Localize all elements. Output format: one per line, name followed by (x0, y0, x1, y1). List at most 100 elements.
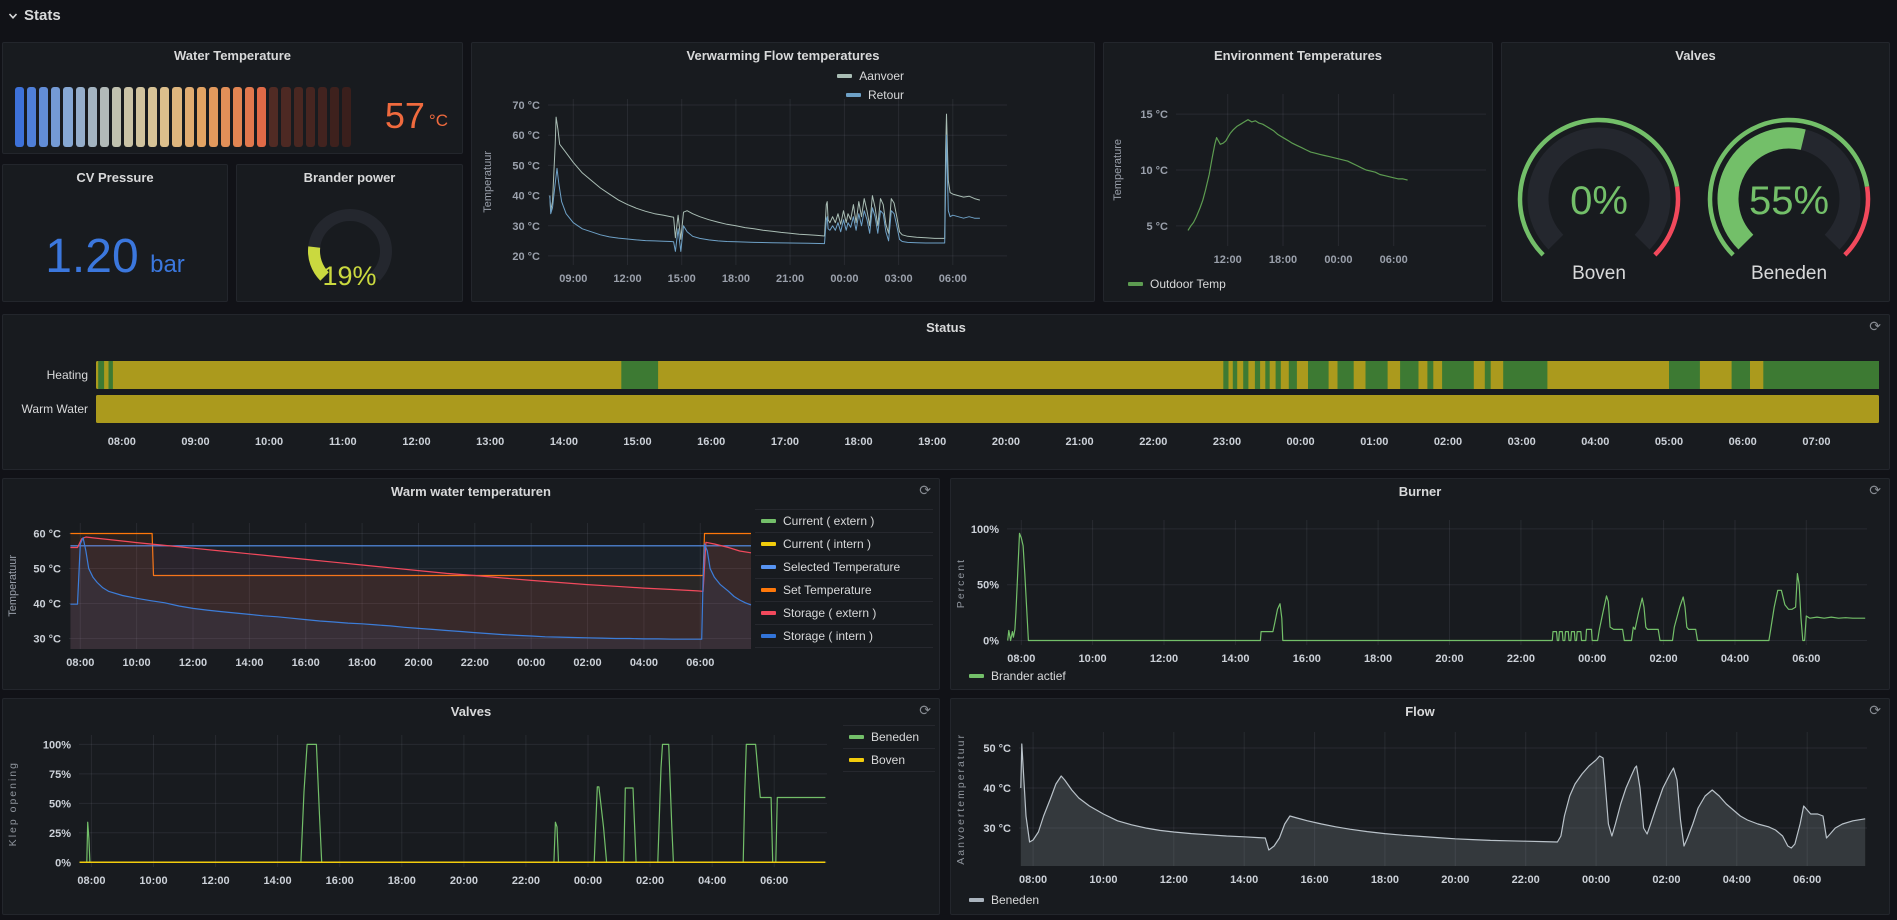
x-tick-label: 18:00 (1364, 653, 1392, 665)
bar-gauge-cell (87, 87, 97, 147)
legend-swatch (849, 758, 864, 762)
value-unit: °C (428, 111, 448, 130)
timeline-on-segment (1763, 361, 1879, 389)
legend-item[interactable]: Current ( intern ) (755, 532, 933, 555)
x-tick-label: 02:00 (636, 875, 664, 887)
x-tick-label: 11:00 (329, 436, 357, 448)
x-tick-label: 06:00 (1793, 874, 1821, 886)
bar-gauge-cell (329, 87, 339, 147)
panel-title[interactable]: Flow (1405, 704, 1435, 719)
x-tick-label: 06:00 (760, 875, 788, 887)
panel-title[interactable]: CV Pressure (76, 170, 154, 185)
legend-item[interactable]: Brander actief (969, 669, 1066, 683)
panel-title[interactable]: Brander power (303, 170, 396, 185)
legend-item[interactable]: Retour (845, 88, 904, 102)
legend-swatch (761, 565, 776, 569)
x-tick-label: 18:00 (348, 657, 376, 669)
gauge-track (1527, 127, 1671, 250)
legend-item[interactable]: Storage ( extern ) (755, 601, 933, 624)
x-tick-label: 00:00 (1287, 436, 1315, 448)
legend-item[interactable]: Outdoor Temp (1128, 277, 1226, 291)
legend-item[interactable]: Current ( extern ) (755, 509, 933, 532)
timeline-row-label: Heating (47, 368, 88, 382)
legend-label: Beneden (991, 893, 1040, 907)
panel-verwarming-flow: Verwarming Flow temperatures Temperatuur… (471, 42, 1095, 302)
panel-flow: Flow ⟳ Aanvoertemperatuur 30 °C 40 °C 50 °… (950, 698, 1890, 915)
x-tick-label: 22:00 (1507, 653, 1535, 665)
legend-item[interactable]: Boven (843, 748, 935, 772)
valves-chart[interactable]: 0% 25% 50% 75% 100% 08:00 10:00 12:00 14:00 16:00… (3, 699, 939, 914)
panel-title[interactable]: Environment Temperatures (1213, 48, 1383, 63)
legend-label: Storage ( extern ) (783, 606, 877, 620)
legend-swatch (837, 74, 853, 78)
refresh-icon[interactable]: ⟳ (1869, 318, 1881, 334)
legend-table: Current ( extern ) Current ( intern ) Se… (755, 509, 933, 648)
beneden-gauge (1707, 117, 1871, 257)
y-tick-label: 100% (971, 524, 999, 536)
environment-chart[interactable]: 5 °C 10 °C 15 °C 12:00 18:00 00:00 06:00 (1104, 43, 1492, 301)
refresh-icon[interactable]: ⟳ (1869, 482, 1881, 498)
bar-gauge-cell (15, 87, 25, 147)
x-tick-label: 08:00 (108, 436, 136, 448)
timeline-on-segment (1288, 361, 1297, 389)
status-timeline[interactable]: Heating Warm Water 08:00 09:00 10:00 11:00 12:… (3, 315, 1889, 469)
warm-water-chart[interactable]: 30 °C 40 °C 50 °C 60 °C 08:00 10:00 12:00 14:00… (3, 479, 939, 689)
legend-item[interactable]: Storage ( intern ) (755, 624, 933, 648)
burner-chart[interactable]: 0% 50% 100% 08:00 10:00 12:00 14:00 16:00 18:00 2… (951, 479, 1889, 689)
x-tick-label: 00:00 (1578, 653, 1606, 665)
flow-chart[interactable]: 30 °C 40 °C 50 °C 08:00 10:00 12:00 14:00 16:00… (951, 699, 1889, 914)
x-tick-label: 00:00 (830, 273, 858, 285)
legend-label: Storage ( intern ) (783, 629, 874, 643)
legend-item[interactable]: Set Temperature (755, 578, 933, 601)
timeline-on-segment (1243, 361, 1249, 389)
legend-label: Current ( extern ) (783, 514, 875, 528)
Retour-line (549, 134, 980, 252)
x-tick-label: 16:00 (1301, 874, 1329, 886)
legend-item[interactable]: Selected Temperature (755, 555, 933, 578)
bar-gauge-cell (341, 87, 352, 147)
x-tick-label: 20:00 (992, 436, 1020, 448)
Set Temperature-area (70, 533, 751, 649)
row-header-stats[interactable]: Stats (8, 7, 61, 24)
legend-label: Boven (871, 753, 906, 767)
value-number: 1.20 (45, 230, 139, 283)
refresh-icon[interactable]: ⟳ (919, 702, 931, 718)
panel-title[interactable]: Status (926, 320, 966, 335)
panel-brander-power: Brander power 19% (236, 164, 463, 302)
y-tick-label: 0% (983, 636, 999, 648)
x-tick-label: 14:00 (1221, 653, 1249, 665)
x-tick-label: 06:00 (1792, 653, 1820, 665)
bar-gauge-cell (208, 87, 218, 147)
y-tick-label: 10 °C (1140, 165, 1168, 177)
gauge-value-arc (1717, 127, 1806, 250)
panel-title[interactable]: Burner (1398, 484, 1442, 499)
legend-item[interactable]: Aanvoer (837, 69, 904, 83)
x-tick-label: 22:00 (461, 657, 489, 669)
x-tick-label: 16:00 (1293, 653, 1321, 665)
x-tick-label: 18:00 (1269, 254, 1297, 266)
Beneden-area (1020, 744, 1866, 866)
timeline-on-segment (1223, 361, 1229, 389)
y-tick-label: 0% (55, 857, 71, 869)
x-tick-label: 02:00 (1434, 436, 1462, 448)
panel-title[interactable]: Verwarming Flow temperatures (686, 48, 880, 63)
panel-title[interactable]: Valves (450, 704, 492, 719)
legend-item[interactable]: Beneden (969, 893, 1039, 907)
refresh-icon[interactable]: ⟳ (1869, 702, 1881, 718)
y-tick-label: 50% (49, 798, 71, 810)
x-tick-label: 08:00 (66, 657, 94, 669)
x-tick-label: 20:00 (450, 875, 478, 887)
timeline-on-segment (1275, 361, 1281, 389)
legend-item[interactable]: Beneden (843, 725, 935, 748)
panel-title[interactable]: Valves (1675, 48, 1716, 63)
y-tick-label: 60 °C (33, 529, 61, 541)
y-tick-label: 40 °C (983, 783, 1011, 795)
x-tick-label: 18:00 (722, 273, 750, 285)
panel-title[interactable]: Warm water temperaturen (391, 484, 551, 499)
legend-label: Current ( intern ) (783, 537, 872, 551)
legend-swatch (969, 674, 984, 678)
panel-title[interactable]: Water Temperature (173, 48, 292, 63)
refresh-icon[interactable]: ⟳ (919, 482, 931, 498)
legend-swatch (761, 542, 776, 546)
verwarming-flow-chart[interactable]: 20 °C 30 °C 40 °C 50 °C 60 °C 70 °C 09:00 12:00… (472, 43, 1094, 301)
